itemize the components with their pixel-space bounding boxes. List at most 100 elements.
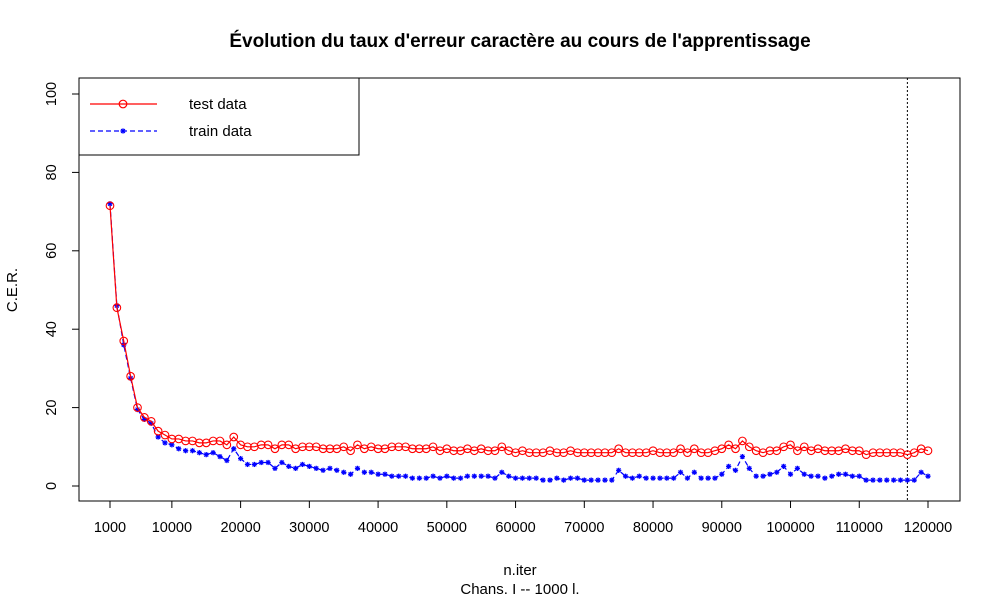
test-data-point	[490, 446, 500, 456]
test-data-point	[325, 444, 335, 454]
y-tick-label: 80	[44, 164, 60, 180]
legend-train-label: train data	[189, 123, 252, 140]
test-data-point	[339, 442, 349, 452]
test-data-point	[889, 448, 898, 458]
test-data-point	[497, 442, 507, 452]
train-data-point	[705, 475, 711, 481]
train-data-point	[430, 473, 436, 479]
train-data-point	[499, 469, 505, 475]
test-data-point	[786, 440, 795, 450]
train-data-point	[526, 475, 532, 481]
train-data-point	[567, 475, 574, 481]
train-data-point	[856, 473, 862, 479]
test-data-point	[483, 446, 493, 456]
train-data-point	[863, 477, 869, 483]
train-data-point	[203, 452, 209, 458]
train-data-point	[794, 465, 800, 471]
y-tick-label: 40	[44, 321, 60, 337]
test-data-point	[731, 444, 740, 454]
train-data-point	[561, 477, 567, 483]
train-data-point	[677, 469, 684, 475]
train-data-point	[162, 440, 168, 446]
train-data-point	[877, 477, 883, 483]
train-data-point	[258, 459, 264, 466]
test-data-point	[799, 442, 809, 452]
y-axis: 0 20 40 60 80 100	[44, 82, 80, 490]
train-data-point	[341, 469, 347, 475]
test-data-point	[593, 448, 603, 458]
train-data-point	[451, 475, 457, 481]
test-data-point	[765, 446, 775, 456]
y-tick-label: 60	[44, 243, 60, 259]
x-tick-label: 60000	[495, 520, 535, 536]
test-data-point	[717, 444, 727, 454]
test-data-point	[579, 448, 589, 458]
x-axis: 1000 10000 20000 30000 40000 50000 60000 70000 8…	[94, 500, 952, 536]
train-data-point	[650, 475, 656, 481]
series-train-data	[107, 201, 931, 483]
y-axis-label: C.E.R.	[4, 268, 21, 312]
train-data-point	[217, 454, 223, 460]
train-data-point	[691, 469, 697, 475]
test-data-point	[868, 448, 878, 458]
train-data-point	[622, 473, 629, 479]
x-tick-label: 30000	[289, 520, 329, 536]
test-data-point	[655, 448, 665, 458]
train-data-point	[306, 463, 312, 469]
train-data-point	[361, 469, 367, 475]
test-data-point	[848, 446, 857, 456]
train-data-point	[183, 448, 189, 454]
train-data-point	[265, 459, 271, 466]
train-data-point	[643, 475, 649, 481]
x-axis-label: n.iter	[503, 562, 536, 579]
train-data-point	[334, 467, 340, 473]
y-tick-label: 100	[44, 82, 60, 106]
test-data-point	[724, 440, 734, 450]
test-data-point	[827, 446, 837, 456]
train-data-point	[664, 475, 670, 481]
test-data-point	[346, 446, 355, 456]
train-data-point	[842, 471, 849, 477]
legend-train-star	[120, 128, 126, 134]
test-data-point	[414, 444, 424, 454]
x-tick-label: 50000	[427, 520, 467, 536]
train-data-point	[506, 473, 512, 479]
chart-title: Évolution du taux d'erreur caractère au …	[229, 30, 810, 52]
train-data-point	[781, 463, 787, 469]
legend-box	[78, 77, 360, 156]
train-data-point	[629, 475, 636, 481]
train-data-point	[272, 465, 278, 471]
train-data-point	[231, 446, 237, 452]
test-data-point	[449, 446, 459, 456]
train-data-point	[767, 471, 773, 477]
train-data-point	[609, 477, 615, 483]
train-data-point	[492, 475, 498, 481]
train-data-point	[684, 475, 691, 481]
test-data-point	[676, 444, 685, 454]
x-tick-label: 20000	[220, 520, 260, 536]
train-data-point	[719, 471, 725, 477]
test-data-point	[669, 448, 679, 458]
train-data-point	[244, 461, 251, 468]
train-data-point	[409, 475, 416, 481]
test-data-point	[181, 436, 190, 446]
train-data-point	[595, 477, 601, 483]
test-data-point	[263, 440, 273, 450]
train-data-point	[884, 477, 890, 483]
train-data-point	[471, 473, 477, 479]
x-tick-label: 90000	[702, 520, 742, 536]
test-data-point	[126, 371, 135, 381]
train-data-point	[897, 477, 904, 483]
test-data-point	[105, 201, 115, 211]
test-data-point	[195, 438, 204, 448]
train-data-point	[485, 473, 491, 479]
x-axis-sublabel: Chans. I -- 1000 l.	[460, 581, 579, 598]
train-data-point	[292, 465, 299, 471]
train-data-point	[574, 475, 581, 481]
train-data-point	[196, 450, 202, 456]
train-data-point	[423, 475, 429, 481]
test-data-point	[524, 448, 534, 458]
train-data-point	[753, 473, 759, 479]
test-data-point	[586, 448, 596, 458]
train-data-point	[416, 475, 422, 481]
